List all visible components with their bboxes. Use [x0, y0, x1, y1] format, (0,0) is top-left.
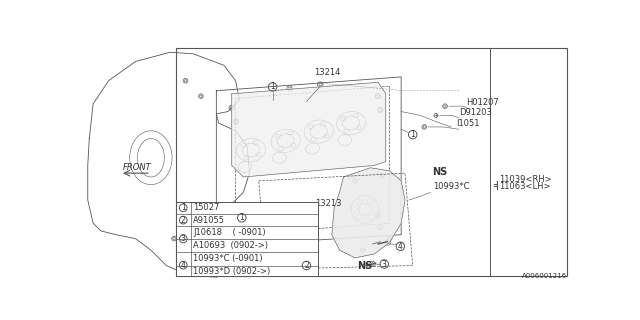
Text: I1051: I1051: [250, 207, 273, 216]
Text: 4: 4: [398, 242, 403, 251]
Text: 2: 2: [304, 261, 309, 270]
Text: I1051: I1051: [259, 211, 282, 220]
Polygon shape: [332, 168, 405, 258]
Text: 15027: 15027: [193, 203, 220, 212]
Text: FRONT: FRONT: [123, 163, 152, 172]
Text: D91203: D91203: [459, 108, 492, 117]
Text: 1: 1: [410, 130, 415, 139]
Text: J10618    ( -0901): J10618 ( -0901): [193, 228, 266, 237]
Text: 2: 2: [181, 216, 186, 225]
Text: 10993*D (0902->): 10993*D (0902->): [193, 267, 271, 276]
Text: 10993*C: 10993*C: [433, 182, 469, 191]
Text: 4: 4: [181, 261, 186, 270]
Text: 11039<RH>: 11039<RH>: [499, 175, 552, 184]
Text: 10993*C (-0901): 10993*C (-0901): [193, 254, 263, 263]
Polygon shape: [232, 82, 386, 177]
Text: 13213: 13213: [315, 199, 341, 208]
Text: NS: NS: [432, 167, 447, 178]
Text: 11063<LH>: 11063<LH>: [499, 181, 550, 190]
Bar: [175, 202, 318, 276]
Text: A10693  (0902->): A10693 (0902->): [193, 241, 268, 250]
Text: A91055: A91055: [193, 216, 225, 225]
Text: 3: 3: [181, 235, 186, 244]
Text: 1: 1: [270, 83, 275, 92]
Text: 3: 3: [382, 260, 387, 268]
Text: NS: NS: [357, 261, 372, 271]
Bar: [175, 48, 566, 276]
Text: H01207: H01207: [467, 98, 499, 108]
Text: 1: 1: [239, 213, 244, 222]
Text: I1051: I1051: [456, 119, 480, 128]
Text: A006001216: A006001216: [522, 273, 566, 279]
Text: 13214: 13214: [314, 68, 340, 76]
Text: 1: 1: [181, 203, 186, 212]
